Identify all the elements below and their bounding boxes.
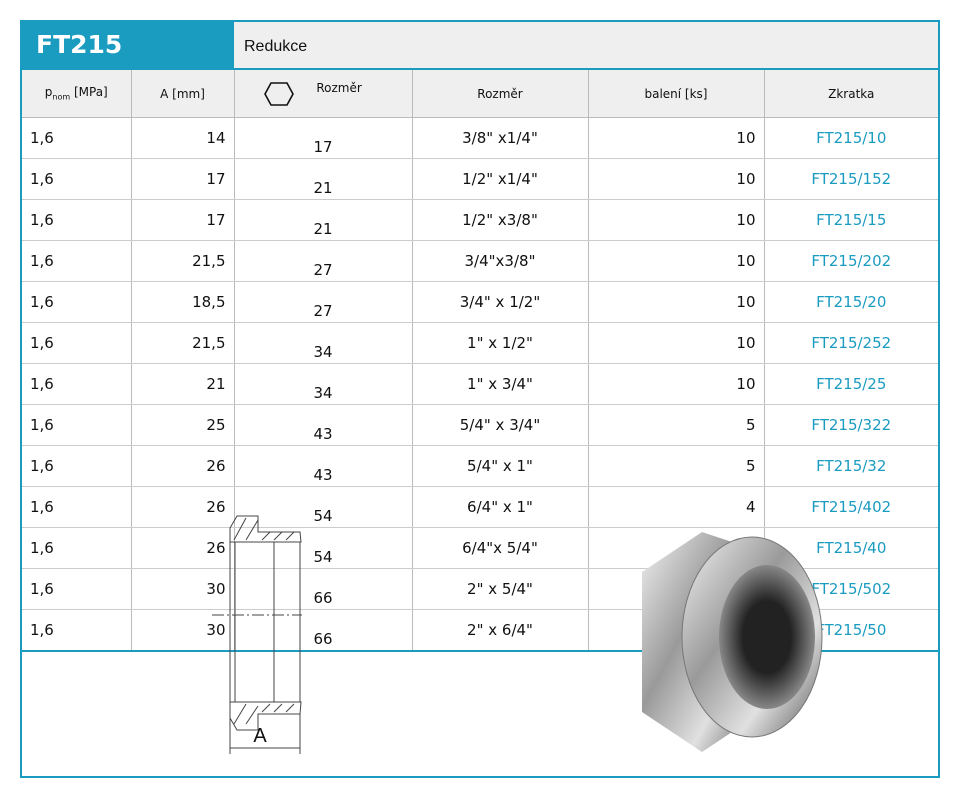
cell-short-code[interactable]: FT215/202 xyxy=(764,240,938,282)
cell-hex-size: 54 xyxy=(234,486,413,528)
cell-pack-qty: 10 xyxy=(588,199,765,241)
cell-pressure: 1,6 xyxy=(22,568,132,610)
cell-thread-size: 1/2" x3/8" xyxy=(412,199,589,241)
cell-pack-qty: 5 xyxy=(588,445,765,487)
cell-pack-qty: 10 xyxy=(588,117,765,159)
cell-a-mm: 21,5 xyxy=(131,322,235,364)
cell-a-mm: 26 xyxy=(131,527,235,569)
cell-thread-size: 2" x 6/4" xyxy=(412,609,589,652)
cell-hex-size: 54 xyxy=(234,527,413,569)
cell-hex-size: 66 xyxy=(234,609,413,652)
cell-thread-size: 3/4"x3/8" xyxy=(412,240,589,282)
table-row: 1,6 26 54 6/4" x 1" 4 FT215/402 xyxy=(22,486,938,528)
cell-pressure: 1,6 xyxy=(22,363,132,405)
col-size: Rozměr xyxy=(412,70,589,118)
cell-short-code[interactable]: FT215/252 xyxy=(764,322,938,364)
cell-pack-qty: 10 xyxy=(588,281,765,323)
cell-hex-size: 21 xyxy=(234,158,413,200)
cell-pack-qty: 4 xyxy=(588,486,765,528)
header-bar: FT215 Redukce xyxy=(22,22,938,70)
cell-pressure: 1,6 xyxy=(22,281,132,323)
cell-pack-qty: 10 xyxy=(588,363,765,405)
cell-thread-size: 5/4" x 1" xyxy=(412,445,589,487)
cell-a-mm: 26 xyxy=(131,486,235,528)
product-name: Redukce xyxy=(244,38,308,55)
cell-pressure: 1,6 xyxy=(22,322,132,364)
cell-thread-size: 5/4" x 3/4" xyxy=(412,404,589,446)
cell-pressure: 1,6 xyxy=(22,240,132,282)
cell-a-mm: 18,5 xyxy=(131,281,235,323)
cell-hex-size: 27 xyxy=(234,240,413,282)
cell-pack-qty: 10 xyxy=(588,158,765,200)
product-photo xyxy=(642,532,823,752)
cell-a-mm: 17 xyxy=(131,199,235,241)
cell-short-code[interactable]: FT215/402 xyxy=(764,486,938,528)
cell-hex-size: 34 xyxy=(234,363,413,405)
cell-hex-size: 66 xyxy=(234,568,413,610)
cell-a-mm: 26 xyxy=(131,445,235,487)
table-row: 1,6 14 17 3/8" x1/4" 10 FT215/10 xyxy=(22,117,938,159)
product-sheet: FT215 Redukce pnom [MPa] A [mm] Rozměr R… xyxy=(20,20,940,778)
cell-pressure: 1,6 xyxy=(22,117,132,159)
cell-a-mm: 30 xyxy=(131,609,235,652)
table-row: 1,6 25 43 5/4" x 3/4" 5 FT215/322 xyxy=(22,404,938,446)
cell-hex-size: 43 xyxy=(234,445,413,487)
cell-a-mm: 14 xyxy=(131,117,235,159)
col-hex-size: Rozměr xyxy=(234,70,413,118)
table-row: 1,6 21,5 27 3/4"x3/8" 10 FT215/202 xyxy=(22,240,938,282)
cell-a-mm: 17 xyxy=(131,158,235,200)
table-row: 1,6 17 21 1/2" x3/8" 10 FT215/15 xyxy=(22,199,938,241)
table-row: 1,6 21,5 34 1" x 1/2" 10 FT215/252 xyxy=(22,322,938,364)
table-row: 1,6 17 21 1/2" x1/4" 10 FT215/152 xyxy=(22,158,938,200)
cell-a-mm: 21,5 xyxy=(131,240,235,282)
cell-thread-size: 6/4"x 5/4" xyxy=(412,527,589,569)
spec-table: pnom [MPa] A [mm] Rozměr Rozměr balení [… xyxy=(22,70,938,652)
cell-pressure: 1,6 xyxy=(22,199,132,241)
col-short: Zkratka xyxy=(764,70,938,118)
cell-hex-size: 21 xyxy=(234,199,413,241)
cell-short-code[interactable]: FT215/10 xyxy=(764,117,938,159)
cell-short-code[interactable]: FT215/20 xyxy=(764,281,938,323)
cell-thread-size: 1/2" x1/4" xyxy=(412,158,589,200)
cell-pack-qty: 10 xyxy=(588,322,765,364)
cell-short-code[interactable]: FT215/25 xyxy=(764,363,938,405)
cell-hex-size: 17 xyxy=(234,117,413,159)
cell-short-code[interactable]: FT215/15 xyxy=(764,199,938,241)
cell-a-mm: 21 xyxy=(131,363,235,405)
cell-thread-size: 1" x 1/2" xyxy=(412,322,589,364)
cell-hex-size: 43 xyxy=(234,404,413,446)
cell-short-code[interactable]: FT215/322 xyxy=(764,404,938,446)
cell-thread-size: 3/8" x1/4" xyxy=(412,117,589,159)
cell-thread-size: 1" x 3/4" xyxy=(412,363,589,405)
cell-pressure: 1,6 xyxy=(22,527,132,569)
col-pack: balení [ks] xyxy=(588,70,765,118)
technical-drawing: A xyxy=(212,515,302,754)
cell-hex-size: 27 xyxy=(234,281,413,323)
product-code: FT215 xyxy=(22,22,234,68)
cell-thread-size: 2" x 5/4" xyxy=(412,568,589,610)
table-row: 1,6 21 34 1" x 3/4" 10 FT215/25 xyxy=(22,363,938,405)
cell-a-mm: 25 xyxy=(131,404,235,446)
cell-short-code[interactable]: FT215/32 xyxy=(764,445,938,487)
dimension-label: A xyxy=(253,725,267,747)
table-row: 1,6 26 43 5/4" x 1" 5 FT215/32 xyxy=(22,445,938,487)
cell-hex-size: 34 xyxy=(234,322,413,364)
cell-pressure: 1,6 xyxy=(22,404,132,446)
col-a: A [mm] xyxy=(131,70,235,118)
col-pressure: pnom [MPa] xyxy=(22,70,132,118)
cell-pressure: 1,6 xyxy=(22,609,132,652)
cell-short-code[interactable]: FT215/152 xyxy=(764,158,938,200)
cell-pressure: 1,6 xyxy=(22,445,132,487)
cell-pack-qty: 10 xyxy=(588,240,765,282)
table-row: 1,6 18,5 27 3/4" x 1/2" 10 FT215/20 xyxy=(22,281,938,323)
cell-pack-qty: 5 xyxy=(588,404,765,446)
cell-thread-size: 6/4" x 1" xyxy=(412,486,589,528)
cell-pressure: 1,6 xyxy=(22,486,132,528)
cell-pressure: 1,6 xyxy=(22,158,132,200)
cell-thread-size: 3/4" x 1/2" xyxy=(412,281,589,323)
hexagon-icon xyxy=(263,81,294,106)
cell-a-mm: 30 xyxy=(131,568,235,610)
